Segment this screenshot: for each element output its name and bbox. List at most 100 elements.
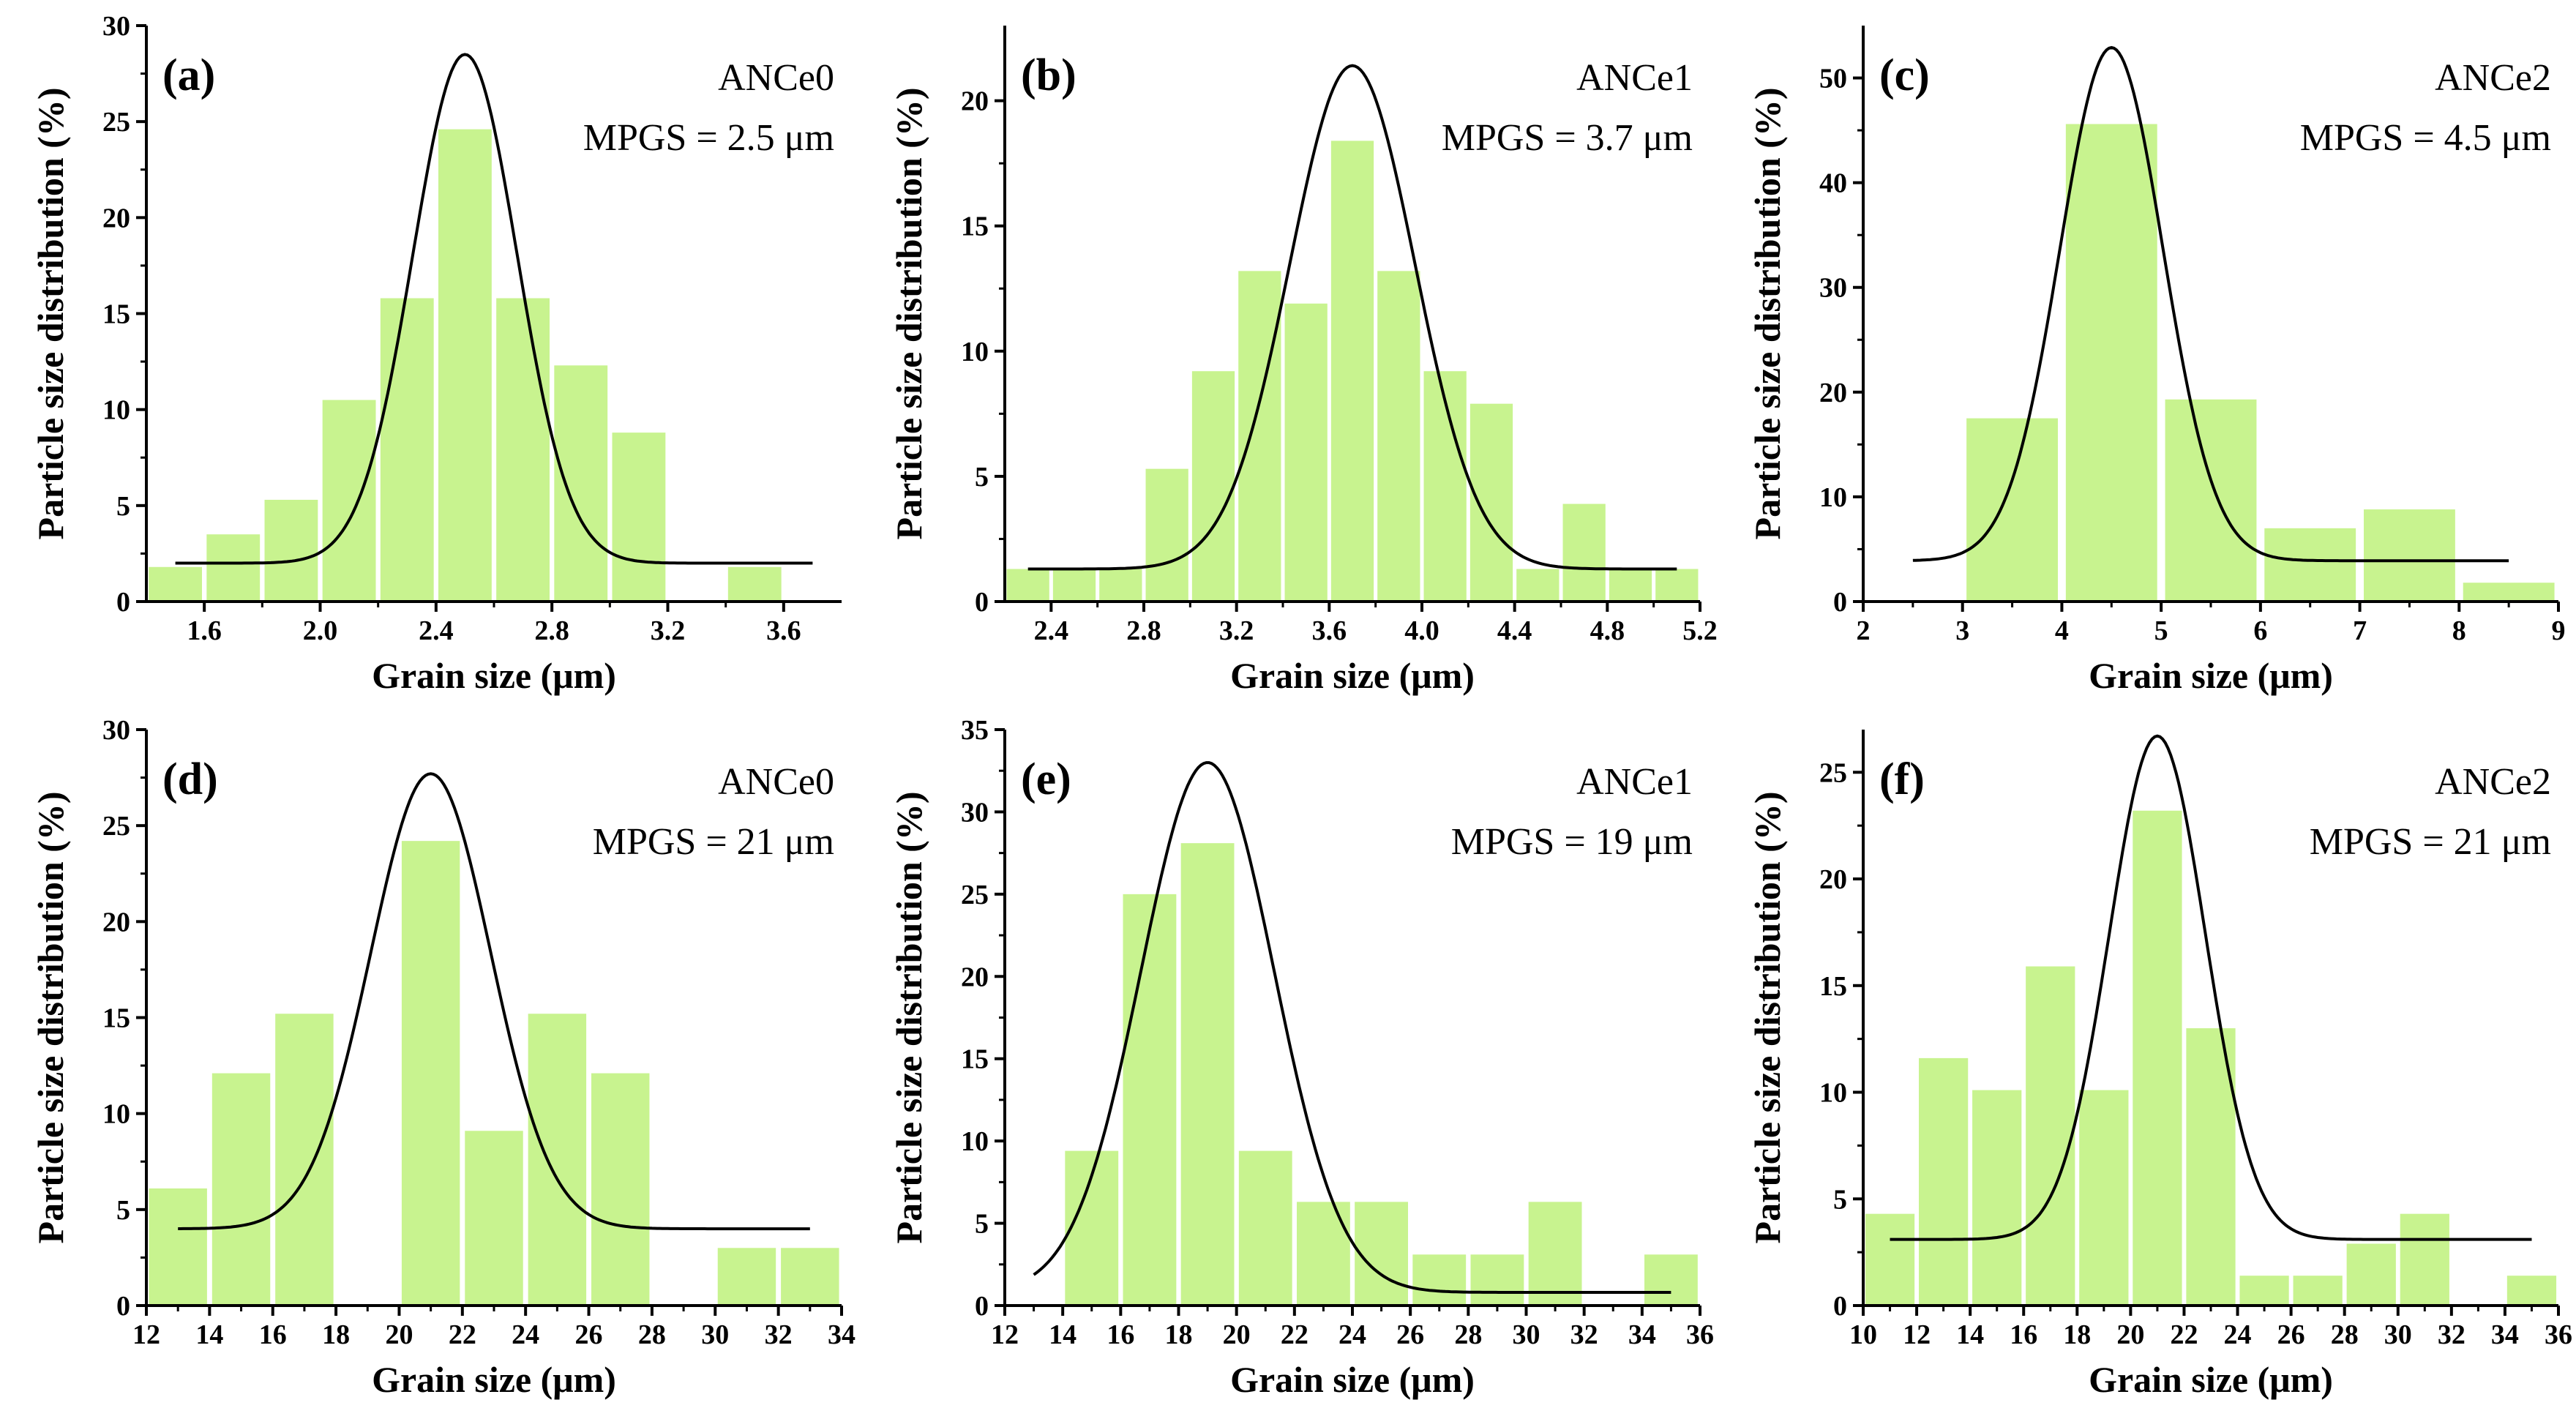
y-tick-label: 0 xyxy=(975,587,989,618)
bar xyxy=(2506,1276,2557,1306)
x-tick-label: 34 xyxy=(1628,1319,1656,1350)
x-tick-label: 18 xyxy=(322,1319,350,1350)
x-tick-label: 6 xyxy=(2253,615,2267,646)
chart-f: 10 12 14 16 18 20 22 24 26 28 30 32 34 36 0 5 10 15 20 25 Gr… xyxy=(1747,730,2572,1400)
x-tick-label: 36 xyxy=(2545,1319,2572,1350)
mpgs-label: MPGS = 19 μm xyxy=(1451,821,1693,863)
bar xyxy=(1972,1090,2022,1306)
bar xyxy=(2364,509,2455,602)
gaussian-fit-line xyxy=(1027,64,1677,571)
x-tick-label: 28 xyxy=(638,1319,666,1350)
panel-label: (e) xyxy=(1021,754,1071,804)
x-tick-label: 3.6 xyxy=(766,615,801,646)
bar xyxy=(2463,583,2555,602)
bar xyxy=(612,432,666,602)
y-axis-label: Particle size distribution (%) xyxy=(888,88,929,540)
bar xyxy=(2165,399,2257,602)
chart-c: 2 3 4 5 6 7 8 9 0 10 20 30 40 50 Grain size (μm) Partic… xyxy=(1747,26,2566,696)
bar-series xyxy=(1865,810,2557,1306)
bar xyxy=(1145,468,1188,602)
bar-series xyxy=(1966,124,2555,602)
bar xyxy=(1655,569,1699,602)
bar xyxy=(1470,1254,1524,1306)
y-tick-label: 15 xyxy=(1819,971,1847,1002)
x-tick-label: 16 xyxy=(2010,1319,2037,1350)
y-tick-label: 25 xyxy=(961,880,989,910)
y-tick-label: 25 xyxy=(102,107,130,138)
x-tick-label: 24 xyxy=(1338,1319,1366,1350)
bar xyxy=(2186,1028,2236,1306)
x-tick-label: 20 xyxy=(1223,1319,1251,1350)
panel-label: (a) xyxy=(162,50,215,100)
y-tick-label: 20 xyxy=(102,203,130,233)
x-tick-label: 18 xyxy=(1165,1319,1193,1350)
x-tick-label: 3.2 xyxy=(651,615,686,646)
y-tick-label: 15 xyxy=(961,1044,989,1075)
bar xyxy=(211,1073,271,1306)
x-tick-label: 24 xyxy=(512,1319,539,1350)
bar xyxy=(528,1014,587,1306)
sample-name: ANCe0 xyxy=(718,57,834,99)
bar-series xyxy=(1065,843,1698,1306)
x-tick-label: 34 xyxy=(2491,1319,2519,1350)
bar xyxy=(1528,1202,1582,1306)
x-tick-label: 30 xyxy=(1513,1319,1540,1350)
bar xyxy=(1123,894,1177,1306)
x-tick-label: 26 xyxy=(1396,1319,1424,1350)
sample-name: ANCe1 xyxy=(1576,761,1693,803)
bar xyxy=(1865,1213,1915,1306)
x-tick-label: 22 xyxy=(2170,1319,2198,1350)
x-tick-label: 2.4 xyxy=(1034,615,1069,646)
y-axis-label: Particle size distribution (%) xyxy=(30,88,71,540)
x-tick-label: 4 xyxy=(2055,615,2069,646)
y-tick-label: 50 xyxy=(1819,64,1847,94)
y-tick-label: 0 xyxy=(1833,587,1847,618)
bar-series xyxy=(1006,141,1699,602)
mpgs-label: MPGS = 21 μm xyxy=(2310,821,2551,863)
panel-f: 10 12 14 16 18 20 22 24 26 28 30 32 34 36 0 5 10 15 20 25 Gr… xyxy=(1717,704,2575,1408)
bar xyxy=(1191,371,1235,602)
y-tick-label: 20 xyxy=(961,962,989,992)
mpgs-label: MPGS = 21 μm xyxy=(593,821,834,863)
y-tick-label: 5 xyxy=(975,1209,989,1240)
x-tick-label: 28 xyxy=(2331,1319,2359,1350)
x-tick-label: 3.2 xyxy=(1219,615,1254,646)
x-tick-label: 34 xyxy=(828,1319,855,1350)
y-tick-label: 20 xyxy=(1819,378,1847,408)
bar xyxy=(1284,303,1328,602)
x-tick-label: 2.8 xyxy=(1126,615,1161,646)
bar xyxy=(2133,810,2182,1306)
panel-label: (b) xyxy=(1021,50,1077,100)
x-tick-label: 12 xyxy=(132,1319,160,1350)
x-tick-label: 32 xyxy=(1570,1319,1598,1350)
y-axis-label: Particle size distribution (%) xyxy=(30,792,71,1244)
chart-e: 12 14 16 18 20 22 24 26 28 30 32 34 36 0 5 10 15 20 25 30 35… xyxy=(888,715,1714,1400)
y-tick-label: 10 xyxy=(1819,1078,1847,1109)
bar xyxy=(1644,1254,1698,1306)
bar-series xyxy=(149,841,839,1306)
bar xyxy=(1609,569,1652,602)
mpgs-label: MPGS = 4.5 μm xyxy=(2300,117,2551,159)
chart-d: 12 14 16 18 20 22 24 26 28 30 32 34 0 5 10 15 20 25 30 Grai… xyxy=(30,715,855,1400)
panel-e: 12 14 16 18 20 22 24 26 28 30 32 34 36 0 5 10 15 20 25 30 35… xyxy=(858,704,1717,1408)
panel-b: 2.4 2.8 3.2 3.6 4.0 4.4 4.8 5.2 0 5 10 15 20 Grain si… xyxy=(858,0,1717,704)
y-tick-label: 20 xyxy=(1819,864,1847,895)
x-tick-label: 24 xyxy=(2224,1319,2252,1350)
panel-a: 1.6 2.0 2.4 2.8 3.2 3.6 0 5 10 15 20 25 30 Grain size… xyxy=(0,0,858,704)
bar xyxy=(401,841,460,1306)
x-axis-label: Grain size (μm) xyxy=(1230,1359,1475,1400)
x-tick-label: 5.2 xyxy=(1682,615,1717,646)
x-tick-label: 3.6 xyxy=(1312,615,1347,646)
x-tick-label: 30 xyxy=(701,1319,729,1350)
y-tick-label: 10 xyxy=(102,395,130,426)
x-tick-label: 16 xyxy=(259,1319,287,1350)
bar xyxy=(1238,1150,1292,1306)
x-tick-label: 32 xyxy=(2438,1319,2465,1350)
x-axis-label: Grain size (μm) xyxy=(1230,655,1475,696)
y-tick-label: 5 xyxy=(116,491,130,522)
x-tick-label: 2.4 xyxy=(419,615,454,646)
x-tick-label: 3 xyxy=(1955,615,1969,646)
bar xyxy=(149,1188,207,1306)
bar xyxy=(380,298,434,602)
x-tick-label: 22 xyxy=(449,1319,476,1350)
